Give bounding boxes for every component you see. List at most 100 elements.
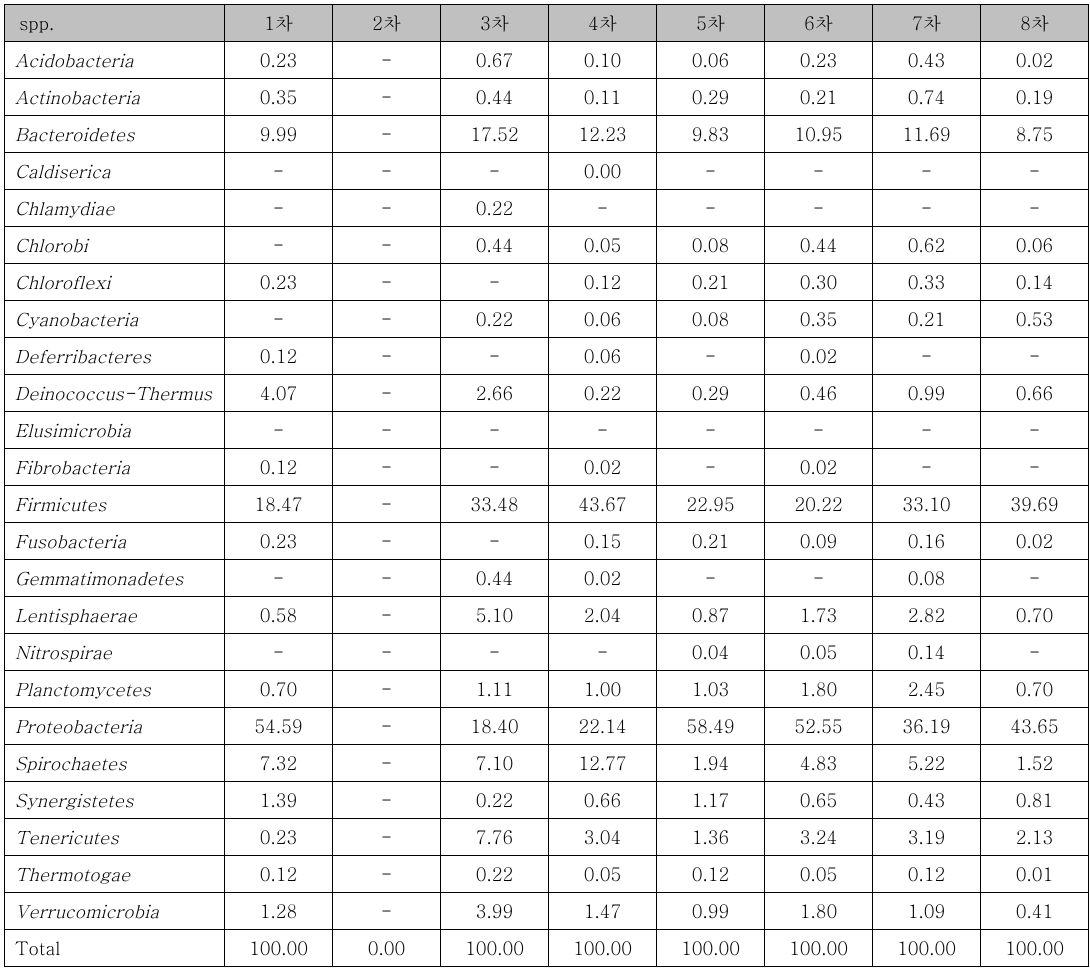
value-cell: 0.06 (549, 338, 657, 375)
value-cell: 1.03 (657, 671, 765, 708)
species-name-cell: Lentisphaerae (5, 597, 225, 634)
value-cell: - (549, 412, 657, 449)
value-cell: 0.12 (225, 338, 333, 375)
species-name-cell: Gemmatimonadetes (5, 560, 225, 597)
species-name-cell: Acidobacteria (5, 42, 225, 79)
value-cell: 0.74 (873, 79, 981, 116)
value-cell: 0.23 (225, 264, 333, 301)
total-value-cell: 0.00 (333, 930, 441, 967)
value-cell: - (549, 634, 657, 671)
value-cell: 0.65 (765, 782, 873, 819)
value-cell: - (657, 412, 765, 449)
value-cell: - (225, 634, 333, 671)
value-cell: 18.40 (441, 708, 549, 745)
value-cell: 0.22 (441, 301, 549, 338)
value-cell: 1.80 (765, 671, 873, 708)
value-cell: 0.43 (873, 782, 981, 819)
value-cell: 0.99 (657, 893, 765, 930)
value-cell: - (657, 449, 765, 486)
value-cell: 0.44 (441, 560, 549, 597)
value-cell: 0.21 (873, 301, 981, 338)
value-cell: - (333, 819, 441, 856)
species-name-cell: Nitrospirae (5, 634, 225, 671)
species-name-cell: Verrucomicrobia (5, 893, 225, 930)
value-cell: 0.43 (873, 42, 981, 79)
total-value-cell: 100.00 (549, 930, 657, 967)
value-cell: - (333, 708, 441, 745)
table-row: Firmicutes18.47-33.4843.6722.9520.2233.1… (5, 486, 1089, 523)
value-cell: 33.48 (441, 486, 549, 523)
value-cell: 0.08 (657, 227, 765, 264)
header-col-4: 4차 (549, 5, 657, 42)
value-cell: 0.08 (873, 560, 981, 597)
value-cell: - (333, 597, 441, 634)
value-cell: 0.41 (981, 893, 1089, 930)
value-cell: - (441, 153, 549, 190)
value-cell: - (225, 301, 333, 338)
value-cell: - (333, 301, 441, 338)
value-cell: 1.52 (981, 745, 1089, 782)
value-cell: - (873, 449, 981, 486)
value-cell: 33.10 (873, 486, 981, 523)
value-cell: 0.11 (549, 79, 657, 116)
table-body: Acidobacteria0.23-0.670.100.060.230.430.… (5, 42, 1089, 967)
value-cell: - (225, 412, 333, 449)
value-cell: - (981, 153, 1089, 190)
value-cell: 0.02 (549, 560, 657, 597)
value-cell: 0.02 (981, 523, 1089, 560)
value-cell: 0.29 (657, 79, 765, 116)
value-cell: 0.44 (441, 227, 549, 264)
value-cell: - (333, 375, 441, 412)
value-cell: - (333, 449, 441, 486)
table-row: Tenericutes0.23-7.763.041.363.243.192.13 (5, 819, 1089, 856)
value-cell: 0.33 (873, 264, 981, 301)
total-row: Total100.000.00100.00100.00100.00100.001… (5, 930, 1089, 967)
value-cell: - (549, 190, 657, 227)
value-cell: 0.14 (873, 634, 981, 671)
value-cell: 0.29 (657, 375, 765, 412)
table-row: Planctomycetes0.70-1.111.001.031.802.450… (5, 671, 1089, 708)
value-cell: 0.44 (441, 79, 549, 116)
value-cell: 0.35 (765, 301, 873, 338)
header-col-6: 6차 (765, 5, 873, 42)
value-cell: 9.99 (225, 116, 333, 153)
table-row: Chlorobi--0.440.050.080.440.620.06 (5, 227, 1089, 264)
species-name-cell: Chloroflexi (5, 264, 225, 301)
total-value-cell: 100.00 (657, 930, 765, 967)
value-cell: 1.73 (765, 597, 873, 634)
value-cell: 0.70 (981, 671, 1089, 708)
value-cell: 0.06 (981, 227, 1089, 264)
value-cell: 0.10 (549, 42, 657, 79)
value-cell: 0.14 (981, 264, 1089, 301)
table-row: Nitrospirae----0.040.050.14- (5, 634, 1089, 671)
value-cell: - (333, 856, 441, 893)
table-row: Actinobacteria0.35-0.440.110.290.210.740… (5, 79, 1089, 116)
species-name-cell: Thermotogae (5, 856, 225, 893)
value-cell: - (873, 153, 981, 190)
value-cell: 12.23 (549, 116, 657, 153)
value-cell: 0.35 (225, 79, 333, 116)
value-cell: - (333, 190, 441, 227)
header-spp: spp. (5, 5, 225, 42)
value-cell: - (765, 412, 873, 449)
species-name-cell: Proteobacteria (5, 708, 225, 745)
table-row: Chloroflexi0.23--0.120.210.300.330.14 (5, 264, 1089, 301)
value-cell: - (981, 449, 1089, 486)
header-col-2: 2차 (333, 5, 441, 42)
value-cell: 4.83 (765, 745, 873, 782)
value-cell: 58.49 (657, 708, 765, 745)
value-cell: - (333, 42, 441, 79)
value-cell: - (657, 338, 765, 375)
value-cell: 1.00 (549, 671, 657, 708)
value-cell: - (225, 227, 333, 264)
species-name-cell: Firmicutes (5, 486, 225, 523)
value-cell: 0.12 (873, 856, 981, 893)
value-cell: 0.21 (657, 264, 765, 301)
value-cell: 0.21 (765, 79, 873, 116)
value-cell: - (441, 523, 549, 560)
value-cell: 0.53 (981, 301, 1089, 338)
value-cell: - (765, 153, 873, 190)
value-cell: - (225, 190, 333, 227)
value-cell: - (333, 893, 441, 930)
value-cell: 1.36 (657, 819, 765, 856)
